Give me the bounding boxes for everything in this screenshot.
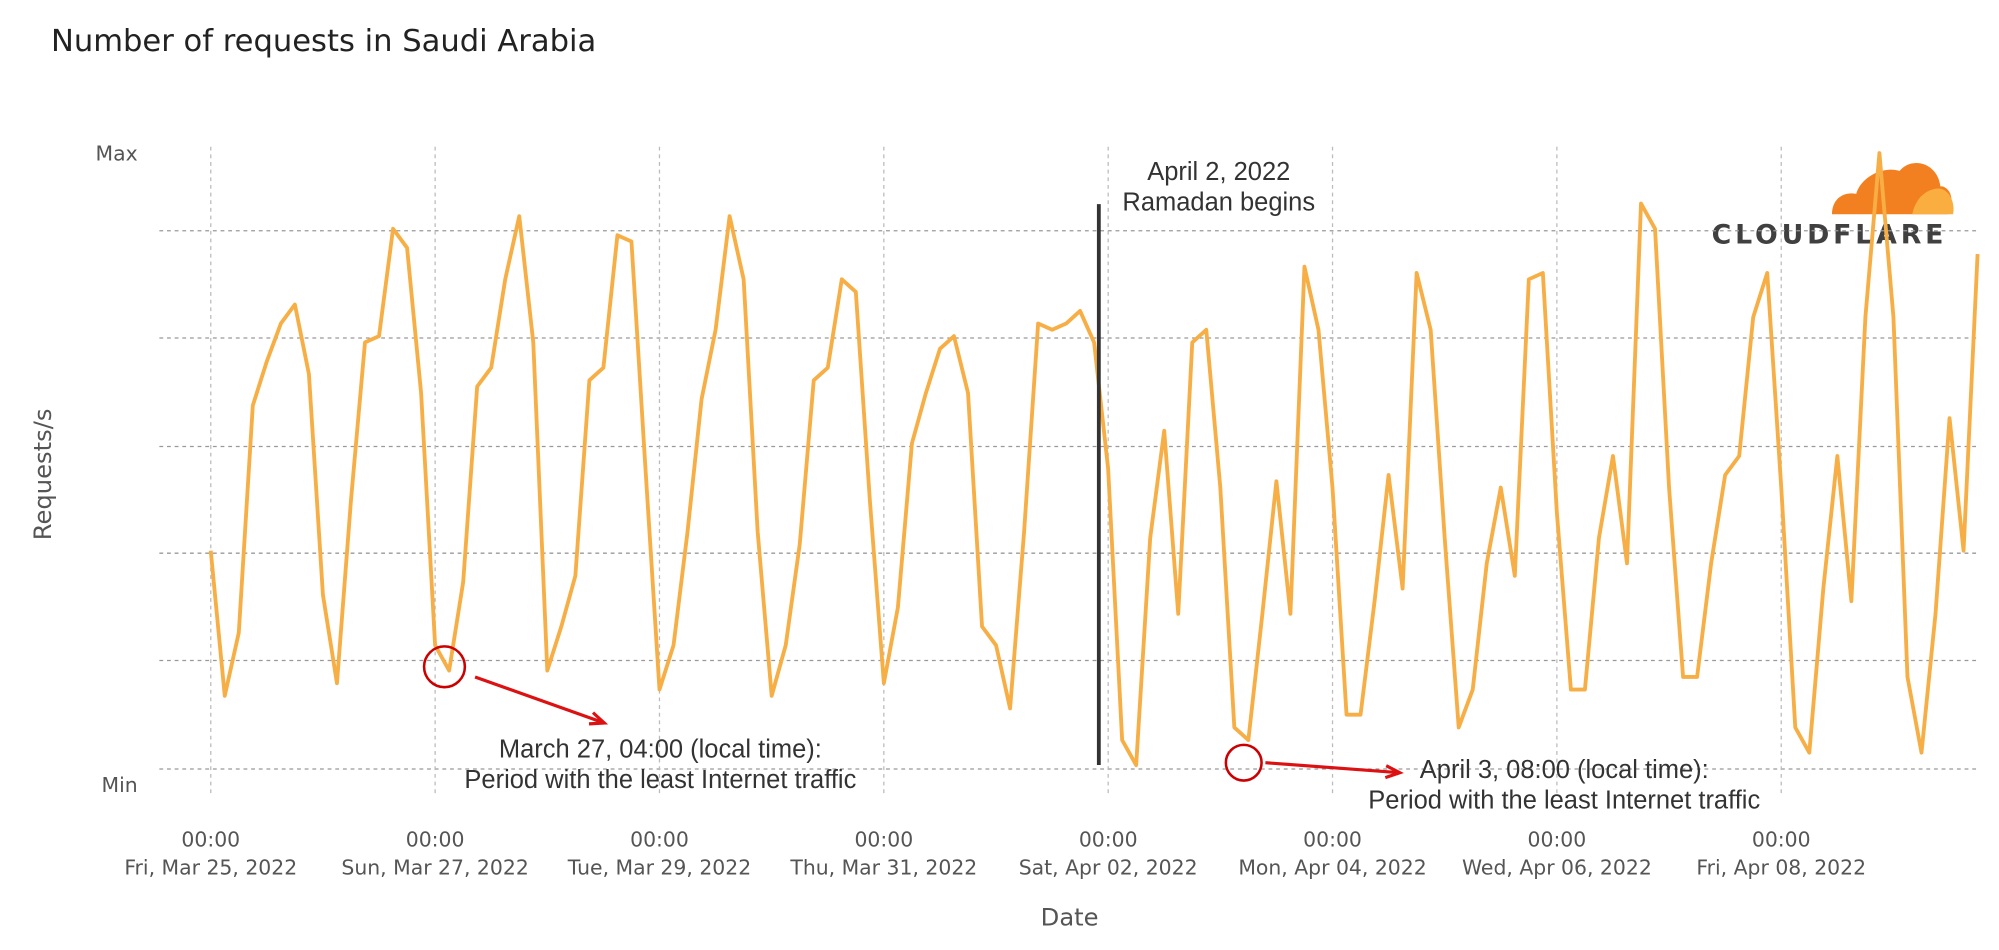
x-tick-label: 00:00 Fri, Apr 08, 2022 xyxy=(1696,828,1866,880)
annotation-circle xyxy=(422,645,467,689)
chart-title: Number of requests in Saudi Arabia xyxy=(51,24,596,59)
x-tick-label: 00:00 Fri, Mar 25, 2022 xyxy=(124,828,297,880)
x-axis-label: Date xyxy=(1041,904,1099,932)
logo-cloud-light xyxy=(1912,188,1954,215)
x-tick-label: 00:00 Wed, Apr 06, 2022 xyxy=(1462,828,1652,880)
annotation-text: March 27, 04:00 (local time): Period with… xyxy=(464,735,856,794)
x-tick-label: 00:00 Sat, Apr 02, 2022 xyxy=(1019,828,1198,880)
logo: CLOUDFLARE xyxy=(1712,162,1954,251)
series-line xyxy=(208,151,1980,768)
y-tick-label: Min xyxy=(102,773,138,797)
x-tick-label: 00:00 Sun, Mar 27, 2022 xyxy=(341,828,528,880)
x-tick-label: 00:00 Tue, Mar 29, 2022 xyxy=(567,828,751,880)
annotation-arrow xyxy=(474,675,605,725)
x-tick-label: 00:00 Mon, Apr 04, 2022 xyxy=(1238,828,1426,880)
logo-text: CLOUDFLARE xyxy=(1712,220,1948,251)
annotation-text: April 3, 08:00 (local time): Period with … xyxy=(1368,756,1760,815)
x-tick-label: 00:00 Thu, Mar 31, 2022 xyxy=(789,828,977,880)
annotation-arrow xyxy=(1265,761,1400,775)
annotation-text: April 2, 2022 Ramadan begins xyxy=(1122,158,1315,217)
y-tick-label: Max xyxy=(96,142,138,166)
annotation-circle xyxy=(1224,743,1263,782)
annotation-arrowhead xyxy=(1384,764,1404,780)
annotation-arrowhead xyxy=(588,711,609,726)
y-axis-label: Requests/s xyxy=(29,408,57,540)
